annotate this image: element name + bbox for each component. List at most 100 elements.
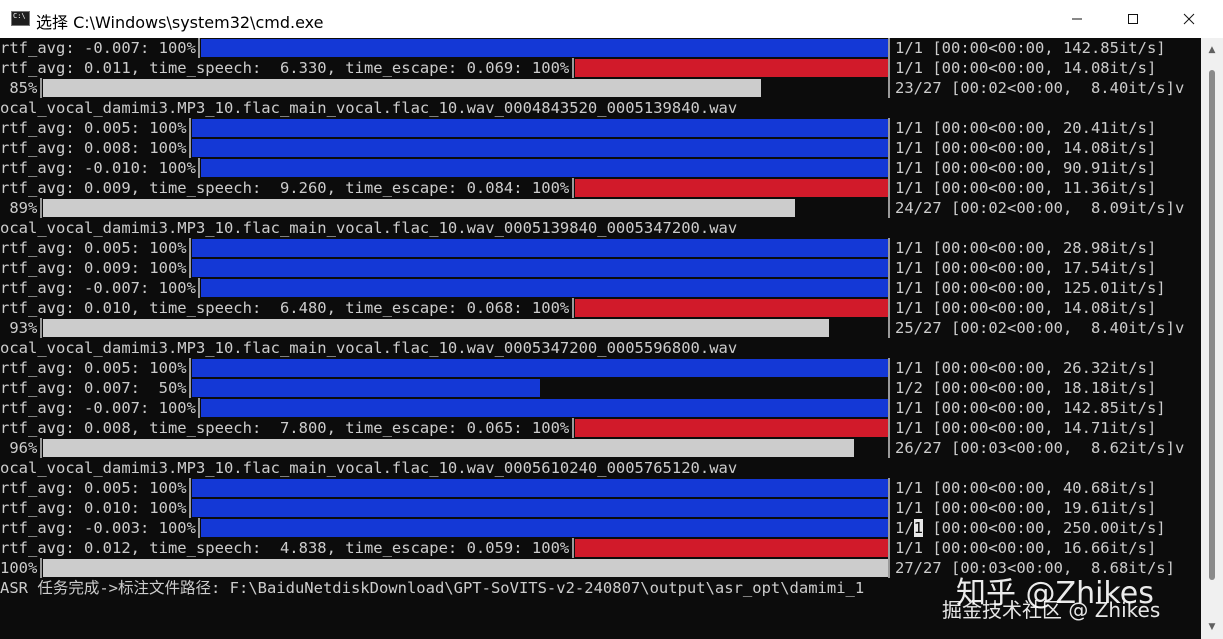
progress-bar-end: [888, 558, 890, 578]
progress-stats: 1/1 [00:00<00:00, 14.71it/s]: [895, 419, 1157, 437]
progress-line: rtf_avg: 0.005: 100% 1/1 [00:00<00:00, 20…: [0, 118, 1201, 138]
progress-stats: 1/1 [00:00<00:00, 16.66it/s]: [895, 539, 1157, 557]
progress-bar-end: [888, 238, 890, 258]
maximize-button[interactable]: [1106, 0, 1160, 38]
progress-line: rtf_avg: 0.005: 100% 1/1 [00:00<00:00, 40…: [0, 478, 1201, 498]
progress-bar-fill: [192, 479, 888, 497]
scrollbar-thumb[interactable]: [1209, 70, 1215, 580]
progress-stats: 1/1 [00:00<00:00, 142.85it/s]: [895, 39, 1166, 57]
watermark-juejin: 掘金技术社区 @ Zhikes: [942, 598, 1161, 622]
vertical-scrollbar[interactable]: ▲ ▼: [1201, 38, 1223, 639]
progress-stats: 1/1 [00:00<00:00, 20.41it/s]: [895, 119, 1157, 137]
progress-bar-fill: [43, 199, 795, 217]
progress-stats: 26/27 [00:03<00:00, 8.62it/s]v: [895, 439, 1185, 457]
progress-stats: 1/1 [00:00<00:00, 17.54it/s]: [895, 259, 1157, 277]
cmd-app-icon: [11, 11, 30, 26]
progress-bar-start: [189, 118, 191, 138]
progress-label: rtf_avg: 0.005: 100%: [0, 119, 187, 137]
progress-bar-fill: [201, 159, 888, 177]
close-button[interactable]: [1162, 0, 1216, 38]
progress-label: rtf_avg: 0.011, time_speech: 6.330, time…: [0, 59, 570, 77]
progress-label: 89%: [0, 199, 38, 217]
progress-bar-start: [198, 278, 200, 298]
progress-line: rtf_avg: 0.011, time_speech: 6.330, time…: [0, 58, 1201, 78]
console-output[interactable]: rtf_avg: -0.007: 100% 1/1 [00:00<00:00, 1…: [0, 38, 1201, 639]
progress-line: rtf_avg: -0.003: 100% 1/1 [00:00<00:00, 2…: [0, 518, 1201, 538]
progress-bar-start: [189, 358, 191, 378]
progress-stats: 1/1 [00:00<00:00, 14.08it/s]: [895, 59, 1157, 77]
progress-bar-fill: [575, 299, 888, 317]
progress-stats: 1/1 [00:00<00:00, 11.36it/s]: [895, 179, 1157, 197]
progress-line: 96% 26/27 [00:03<00:00, 8.62it/s]v: [0, 438, 1201, 458]
console-text: ocal_vocal_damimi3.MP3_10.flac_main_voca…: [0, 459, 738, 477]
progress-bar-start: [189, 138, 191, 158]
progress-bar-start: [198, 518, 200, 538]
title-bar[interactable]: 选择 C:\Windows\system32\cmd.exe: [0, 0, 1223, 38]
progress-bar-start: [40, 198, 42, 218]
progress-stats: 1/2 [00:00<00:00, 18.18it/s]: [895, 379, 1157, 397]
progress-bar-fill: [192, 499, 888, 517]
maximize-icon: [1128, 14, 1138, 24]
progress-bar-end: [888, 158, 890, 178]
progress-line: 89% 24/27 [00:02<00:00, 8.09it/s]v: [0, 198, 1201, 218]
text-cursor: 1: [913, 519, 924, 537]
progress-bar-end: [888, 38, 890, 58]
progress-bar-end: [888, 378, 890, 398]
minimize-button[interactable]: [1050, 0, 1104, 38]
console-text-line: ocal_vocal_damimi3.MP3_10.flac_main_voca…: [0, 338, 1201, 358]
progress-bar-fill: [192, 379, 540, 397]
progress-bar-start: [189, 478, 191, 498]
progress-bar-start: [189, 258, 191, 278]
progress-line: 93% 25/27 [00:02<00:00, 8.40it/s]v: [0, 318, 1201, 338]
progress-label: rtf_avg: 0.009: 100%: [0, 259, 187, 277]
progress-bar-end: [888, 278, 890, 298]
progress-label: 100%: [0, 559, 38, 577]
progress-bar-end: [888, 58, 890, 78]
progress-bar-start: [189, 498, 191, 518]
progress-bar-start: [40, 318, 42, 338]
console-text-line: ocal_vocal_damimi3.MP3_10.flac_main_voca…: [0, 458, 1201, 478]
progress-bar-start: [40, 438, 42, 458]
progress-bar-fill: [43, 79, 761, 97]
progress-line: rtf_avg: 0.005: 100% 1/1 [00:00<00:00, 28…: [0, 238, 1201, 258]
progress-stats: 1/1 [00:00<00:00, 125.01it/s]: [895, 279, 1166, 297]
watermark-zhihu: 知乎 @Zhikes: [956, 576, 1154, 611]
progress-bar-fill: [201, 399, 888, 417]
console-text-line: ocal_vocal_damimi3.MP3_10.flac_main_voca…: [0, 218, 1201, 238]
progress-label: rtf_avg: 0.007: 50%: [0, 379, 187, 397]
progress-bar-end: [888, 498, 890, 518]
progress-stats: 1/1 [00:00<00:00, 28.98it/s]: [895, 239, 1157, 257]
progress-bar-end: [888, 518, 890, 538]
progress-label: rtf_avg: 0.009, time_speech: 9.260, time…: [0, 179, 570, 197]
console-text: ocal_vocal_damimi3.MP3_10.flac_main_voca…: [0, 99, 738, 117]
progress-bar-fill: [43, 319, 829, 337]
progress-stats: 1/1 [00:00<00:00, 14.08it/s]: [895, 299, 1157, 317]
progress-bar-start: [40, 78, 42, 98]
progress-line: rtf_avg: -0.010: 100% 1/1 [00:00<00:00, 9…: [0, 158, 1201, 178]
scroll-down-icon[interactable]: ▼: [1208, 622, 1216, 632]
progress-bar-start: [40, 558, 42, 578]
progress-stats: 1/1 [00:00<00:00, 250.00it/s]: [895, 519, 1166, 537]
console-text-line: ocal_vocal_damimi3.MP3_10.flac_main_voca…: [0, 98, 1201, 118]
progress-stats: 1/1 [00:00<00:00, 26.32it/s]: [895, 359, 1157, 377]
progress-label: rtf_avg: 0.005: 100%: [0, 479, 187, 497]
progress-bar-fill: [43, 559, 888, 577]
progress-label: rtf_avg: 0.005: 100%: [0, 239, 187, 257]
progress-bar-start: [572, 298, 574, 318]
progress-bar-end: [888, 178, 890, 198]
progress-line: rtf_avg: -0.007: 100% 1/1 [00:00<00:00, 1…: [0, 278, 1201, 298]
console-text: ocal_vocal_damimi3.MP3_10.flac_main_voca…: [0, 339, 738, 357]
close-icon: [1183, 13, 1195, 25]
progress-label: rtf_avg: -0.007: 100%: [0, 39, 196, 57]
progress-bar-end: [888, 78, 890, 98]
progress-bar-fill: [192, 259, 888, 277]
console-text: ASR 任务完成->标注文件路径: F:\BaiduNetdiskDownloa…: [0, 579, 865, 597]
scroll-up-icon[interactable]: ▲: [1208, 45, 1216, 55]
progress-bar-end: [888, 198, 890, 218]
progress-stats: 1/1 [00:00<00:00, 19.61it/s]: [895, 499, 1157, 517]
progress-bar-fill: [43, 439, 854, 457]
progress-bar-start: [572, 418, 574, 438]
progress-bar-end: [888, 438, 890, 458]
progress-bar-end: [888, 358, 890, 378]
progress-label: rtf_avg: 0.010: 100%: [0, 499, 187, 517]
